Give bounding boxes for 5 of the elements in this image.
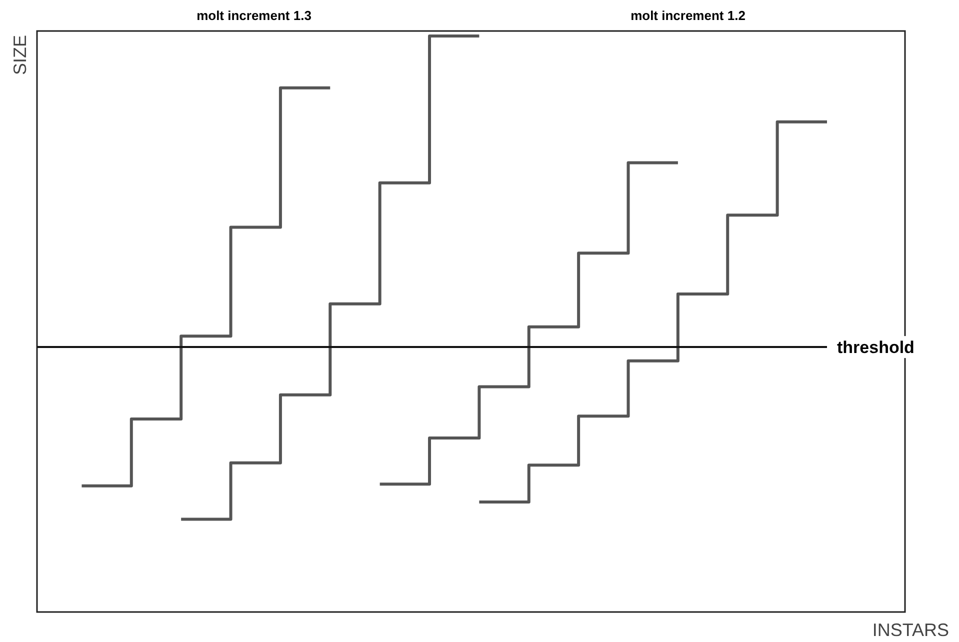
x-axis-title: INSTARS <box>872 620 949 640</box>
ref-line-label: threshold <box>837 338 914 358</box>
y-axis-title: SIZE <box>10 35 30 76</box>
text: molt increment 1.2 <box>630 8 746 23</box>
text: molt increment 1.3 <box>196 8 312 23</box>
